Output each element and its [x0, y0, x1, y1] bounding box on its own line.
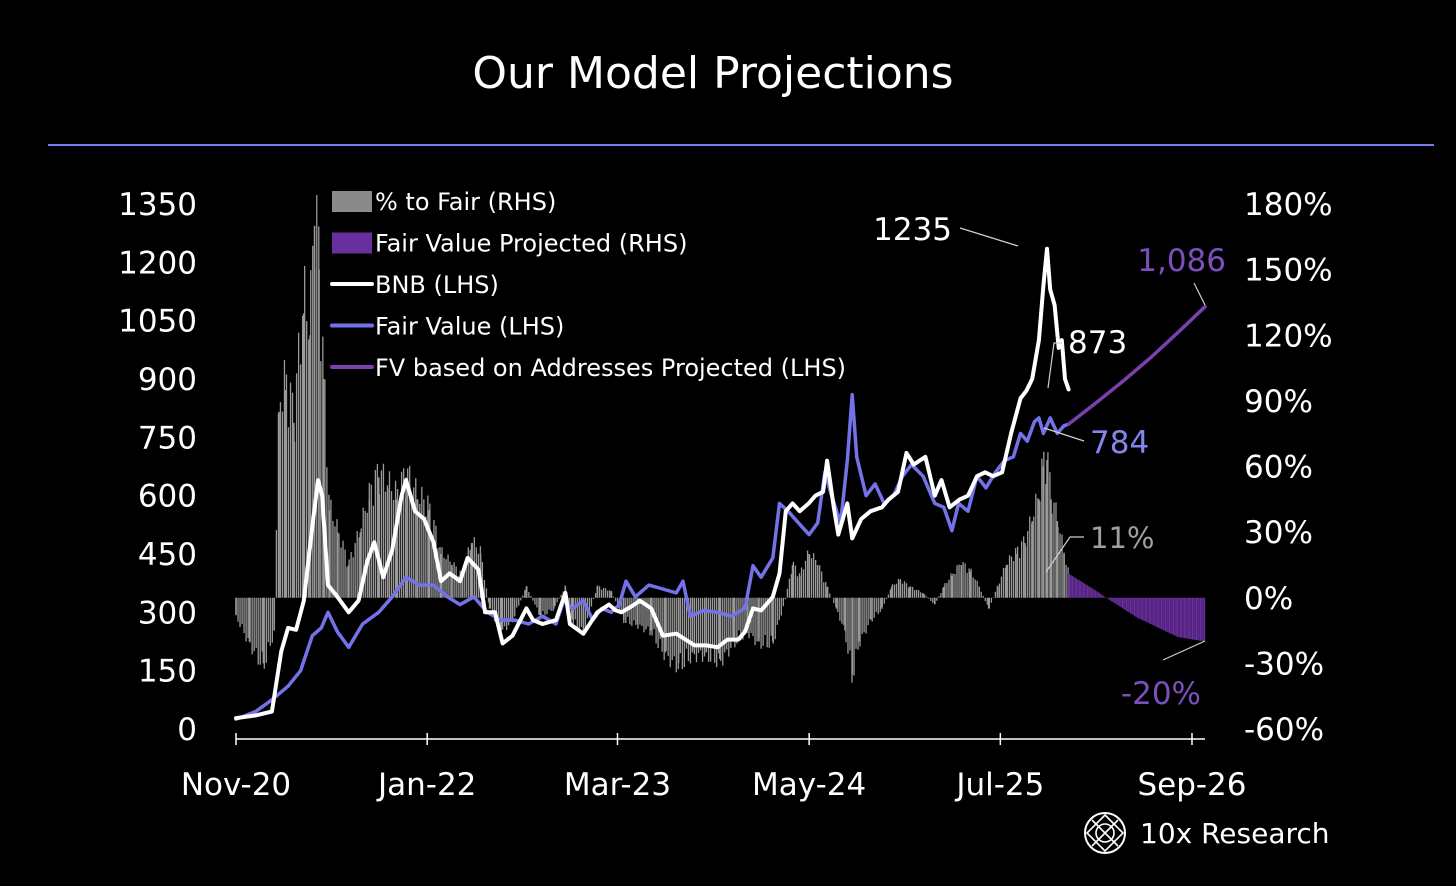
- bnb-latest-annotation-leader: [1047, 342, 1062, 389]
- bnb-peak-annotation: 1235: [873, 212, 952, 248]
- x-tick-label: Sep-26: [1137, 767, 1246, 803]
- y-left-tick-label: 300: [138, 595, 197, 631]
- fv-projected-pct-annotation: -20%: [1121, 676, 1201, 712]
- x-tick-label: Jan-22: [376, 767, 476, 803]
- x-tick-label: Nov-20: [181, 767, 291, 803]
- pct-to-fair-annotation: 11%: [1090, 521, 1154, 555]
- y-right-tick-label: 180%: [1244, 187, 1333, 223]
- series-lines: [234, 246, 1207, 722]
- y-right-tick-label: 30%: [1244, 515, 1313, 551]
- fv-projected-annotation-leader: [1193, 282, 1206, 306]
- y-right-tick-label: -60%: [1244, 712, 1324, 748]
- y-right-tick-label: 120%: [1244, 318, 1333, 354]
- y-left-tick-label: 1050: [118, 304, 197, 340]
- y-left-tick-label: 1350: [118, 187, 197, 223]
- fair-value-annotation-leader: [1043, 427, 1085, 442]
- page-title: Our Model Projections: [472, 48, 954, 99]
- y-left-tick-label: 0: [177, 712, 197, 748]
- legend: % to Fair (RHS) Fair Value Projected (RHS…: [330, 188, 846, 382]
- legend-label: FV based on Addresses Projected (LHS): [375, 354, 846, 382]
- x-tick-label: May-24: [752, 767, 866, 803]
- y-left-tick-label: 750: [138, 420, 197, 456]
- 10x-logo-icon: [1084, 812, 1126, 854]
- fair-value-line: [234, 392, 1071, 722]
- y-left-tick-label: 900: [138, 362, 197, 398]
- fv-projected-pct-annotation-leader: [1162, 640, 1206, 661]
- y-right-tick-label: -30%: [1244, 646, 1324, 682]
- fv-projected-annotation: 1,086: [1137, 243, 1226, 279]
- x-tick-label: Mar-23: [564, 767, 671, 803]
- y-right-tick-label: 150%: [1244, 253, 1333, 289]
- fv-projected-line: [1066, 304, 1207, 426]
- fair-value-annotation: 784: [1090, 425, 1149, 461]
- axes: Nov-20 Jan-22 Mar-23 May-24 Jul-25 Sep-26 0 150…: [118, 187, 1333, 803]
- y-left-tick-label: 150: [138, 654, 197, 690]
- legend-label: BNB (LHS): [375, 271, 499, 299]
- y-right-tick-label: 90%: [1244, 384, 1313, 420]
- legend-label: Fair Value Projected (RHS): [375, 230, 687, 258]
- x-tick-label: Jul-25: [954, 767, 1044, 803]
- bnb-latest-annotation: 873: [1068, 325, 1127, 361]
- annotations: 1235 873 1,086 784 11% -20%: [873, 212, 1226, 712]
- title-divider: [48, 144, 1434, 146]
- y-right-tick-label: 60%: [1244, 450, 1313, 486]
- brand-name: 10x Research: [1140, 816, 1330, 850]
- pct-to-fair-annotation-leader: [1045, 536, 1084, 573]
- y-left-tick-label: 450: [138, 537, 197, 573]
- legend-label: % to Fair (RHS): [375, 188, 556, 216]
- y-right-tick-label: 0%: [1244, 581, 1293, 617]
- brand-logo: 10x Research: [1082, 810, 1330, 856]
- legend-swatch: [332, 232, 372, 254]
- y-left-tick-label: 1200: [118, 245, 197, 281]
- legend-label: Fair Value (LHS): [375, 313, 564, 341]
- bnb-line: [234, 246, 1071, 721]
- fv-projected-bars: [1067, 573, 1206, 642]
- bnb-peak-annotation-leader: [959, 227, 1019, 247]
- y-left-tick-label: 600: [138, 479, 197, 515]
- legend-swatch: [332, 191, 372, 212]
